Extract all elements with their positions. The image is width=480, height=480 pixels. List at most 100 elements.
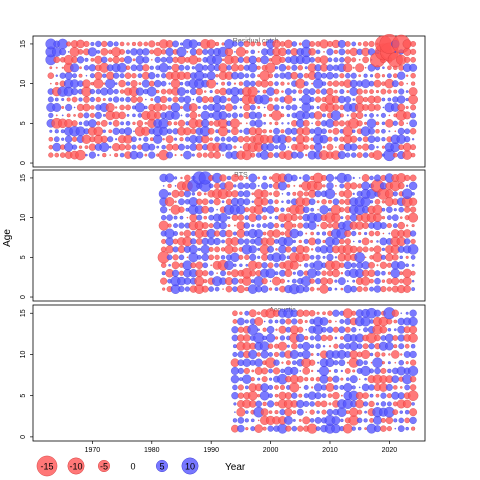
residual-bubble bbox=[177, 87, 186, 96]
residual-bubble bbox=[279, 278, 285, 284]
residual-bubble bbox=[410, 359, 417, 366]
residual-bubble bbox=[339, 73, 345, 79]
residual-bubble bbox=[195, 269, 204, 278]
residual-bubble bbox=[149, 137, 154, 142]
residual-bubble bbox=[259, 94, 270, 105]
residual-bubble bbox=[309, 97, 315, 103]
residual-bubble bbox=[232, 319, 238, 324]
residual-bubble bbox=[405, 263, 409, 268]
residual-bubble bbox=[206, 71, 216, 81]
residual-bubble bbox=[84, 57, 89, 62]
residual-bubble bbox=[388, 232, 391, 235]
residual-bubble bbox=[232, 231, 237, 236]
residual-bubble bbox=[105, 103, 115, 112]
residual-bubble bbox=[214, 89, 220, 95]
legend-label: 10 bbox=[185, 462, 195, 472]
residual-bubble bbox=[136, 120, 144, 127]
residual-bubble bbox=[208, 206, 215, 213]
residual-bubble bbox=[189, 213, 198, 222]
residual-bubble bbox=[309, 335, 315, 341]
residual-bubble bbox=[256, 223, 261, 228]
residual-bubble bbox=[311, 369, 314, 373]
residual-bubble bbox=[322, 145, 326, 149]
residual-bubble bbox=[115, 106, 118, 109]
residual-bubble bbox=[49, 66, 53, 70]
residual-bubble bbox=[338, 343, 345, 350]
residual-bubble bbox=[326, 182, 334, 190]
residual-bubble bbox=[214, 182, 221, 189]
residual-bubble bbox=[325, 358, 335, 368]
residual-bubble bbox=[344, 238, 351, 245]
residual-bubble bbox=[113, 41, 119, 47]
residual-bubble bbox=[376, 145, 379, 149]
residual-bubble bbox=[84, 145, 89, 149]
residual-bubble bbox=[302, 127, 311, 136]
residual-bubble bbox=[245, 427, 249, 431]
y-tick-label: 15 bbox=[20, 309, 27, 317]
residual-bubble bbox=[112, 119, 120, 127]
residual-bubble bbox=[95, 40, 102, 48]
residual-bubble bbox=[356, 88, 363, 95]
residual-bubble bbox=[334, 279, 338, 283]
legend: -15 -10 -5 0 5 10 bbox=[36, 455, 199, 477]
residual-bubble bbox=[297, 230, 304, 237]
residual-bubble bbox=[216, 272, 218, 274]
residual-bubble bbox=[52, 103, 62, 112]
residual-bubble bbox=[346, 361, 349, 364]
residual-bubble bbox=[285, 104, 292, 111]
residual-bubble bbox=[381, 271, 386, 276]
residual-bubble bbox=[309, 278, 315, 284]
residual-bubble bbox=[310, 377, 315, 382]
residual-bubble bbox=[309, 57, 315, 63]
residual-bubble bbox=[184, 174, 191, 182]
residual-bubble bbox=[302, 135, 310, 143]
residual-bubble bbox=[220, 136, 226, 142]
residual-bubble bbox=[171, 189, 180, 198]
residual-bubble bbox=[332, 127, 340, 135]
residual-bubble bbox=[148, 143, 156, 151]
residual-bubble bbox=[171, 261, 180, 270]
residual-bubble bbox=[173, 223, 178, 228]
residual-bubble bbox=[274, 393, 279, 398]
residual-bubble bbox=[313, 127, 323, 136]
residual-bubble bbox=[291, 425, 298, 432]
residual-bubble bbox=[340, 287, 344, 291]
residual-bubble bbox=[286, 65, 291, 71]
residual-bubble bbox=[231, 334, 239, 342]
residual-bubble bbox=[363, 73, 368, 78]
residual-bubble bbox=[107, 136, 114, 143]
residual-bubble bbox=[243, 135, 251, 143]
residual-bubble bbox=[113, 89, 119, 95]
residual-bubble bbox=[225, 103, 233, 112]
residual-bubble bbox=[221, 58, 225, 62]
residual-bubble bbox=[149, 49, 155, 55]
residual-bubble bbox=[237, 64, 245, 71]
residual-bubble bbox=[233, 344, 237, 349]
residual-bubble bbox=[161, 238, 167, 244]
residual-bubble bbox=[186, 216, 189, 219]
residual-bubble bbox=[257, 50, 260, 53]
residual-bubble bbox=[344, 96, 352, 103]
residual-bubble bbox=[386, 286, 392, 292]
residual-bubble bbox=[405, 105, 409, 109]
residual-bubble bbox=[392, 409, 399, 415]
residual-bubble bbox=[290, 71, 299, 80]
residual-bubble bbox=[380, 222, 387, 229]
residual-bubble bbox=[337, 277, 346, 286]
residual-bubble bbox=[273, 367, 281, 375]
residual-bubble bbox=[332, 120, 340, 127]
residual-bubble bbox=[165, 47, 174, 56]
residual-bubble bbox=[254, 424, 263, 433]
residual-bubble bbox=[369, 393, 374, 398]
residual-bubble bbox=[331, 416, 341, 425]
residual-bubble bbox=[385, 416, 394, 425]
residual-bubble bbox=[124, 55, 132, 64]
residual-bubble bbox=[53, 136, 60, 143]
residual-bubble bbox=[327, 136, 333, 142]
residual-bubble bbox=[233, 184, 237, 188]
residual-bubble bbox=[67, 51, 70, 53]
residual-bubble bbox=[192, 98, 195, 101]
residual-bubble bbox=[322, 113, 326, 118]
residual-bubble bbox=[315, 400, 322, 407]
residual-bubble bbox=[267, 152, 274, 159]
